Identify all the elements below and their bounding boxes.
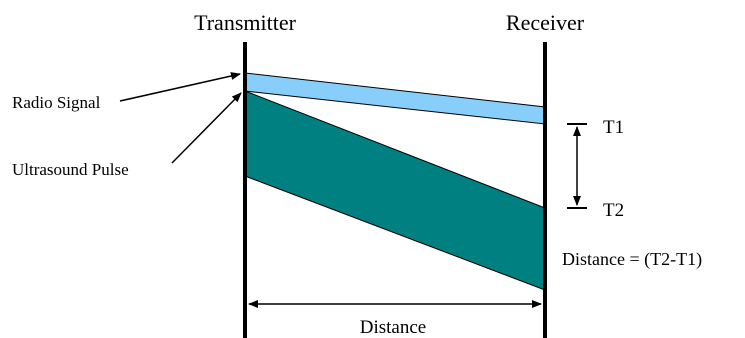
ultrasound-pulse-band [244, 90, 546, 291]
distance-label: Distance [360, 317, 426, 338]
distance-formula-label: Distance = (T2-T1) [562, 249, 702, 270]
receiver-label: Receiver [506, 10, 585, 35]
ultrasound-pulse-pointer-arrow [171, 92, 242, 164]
ultrasound-pulse-label: Ultrasound Pulse [12, 160, 129, 179]
t1-label: T1 [603, 117, 624, 138]
transmitter-label: Transmitter [194, 10, 297, 35]
t2-label: T2 [603, 200, 624, 221]
radio-signal-label: Radio Signal [12, 93, 101, 112]
radio-signal-pointer-arrow [119, 72, 241, 102]
